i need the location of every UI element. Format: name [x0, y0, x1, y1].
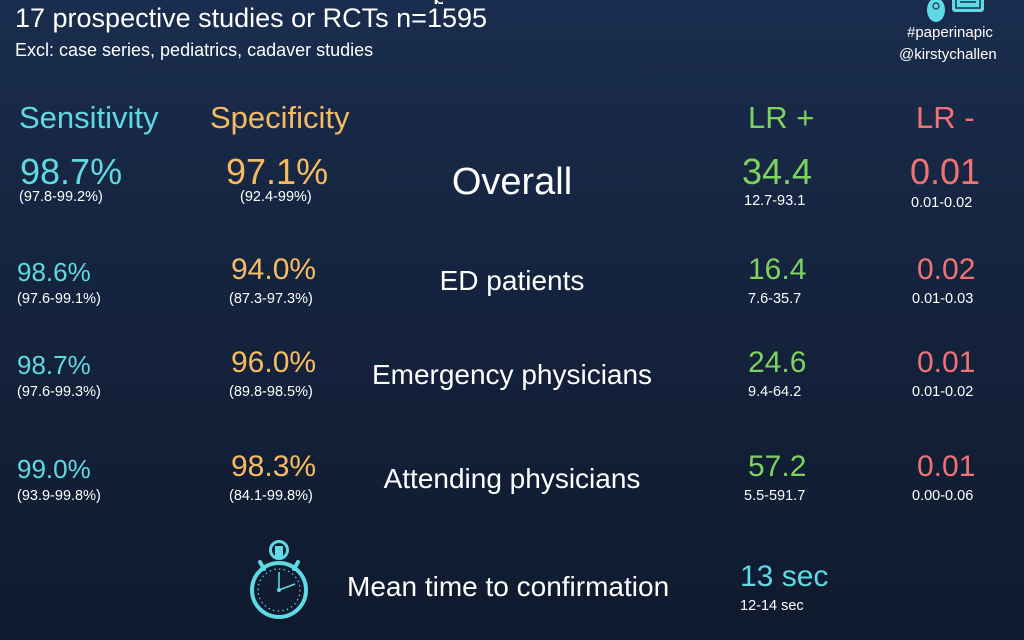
lr-negative-header: LR -	[916, 100, 975, 135]
mean-time-range: 12-14 sec	[740, 598, 804, 614]
ed-patients-specificity-ci: (87.3-97.3%)	[229, 291, 313, 307]
overall-lr-positive-ci: 12.7-93.1	[744, 193, 806, 209]
ed-patients-lr-positive: 16.4	[748, 253, 807, 286]
attending-physicians-lr-negative: 0.01	[917, 450, 976, 483]
study-summary-title: 17 prospective studies or RCTs n=1595	[15, 3, 488, 33]
exclusion-criteria: Excl: case series, pediatrics, cadaver s…	[15, 40, 374, 60]
emergency-physicians-row-label: Emergency physicians	[371, 359, 653, 390]
ed-patients-lr-negative-ci: 0.01-0.03	[912, 291, 974, 307]
overall-sensitivity-ci: (97.8-99.2%)	[19, 189, 103, 205]
emergency-physicians-lr-positive-ci: 9.4-64.2	[748, 384, 802, 400]
ed-patients-lr-positive-ci: 7.6-35.7	[748, 291, 802, 307]
overall-specificity: 97.1%	[226, 151, 329, 192]
attending-physicians-lr-positive-ci: 5.5-591.7	[744, 488, 806, 504]
overall-row-label: Overall	[451, 161, 573, 203]
ed-patients-sensitivity: 98.6%	[17, 257, 91, 287]
attending-physicians-lr-positive: 57.2	[748, 450, 807, 483]
emergency-physicians-lr-negative: 0.01	[917, 346, 976, 379]
attending-physicians-specificity: 98.3%	[231, 450, 317, 483]
emergency-physicians-lr-negative-ci: 0.01-0.02	[912, 384, 974, 400]
ed-patients-sensitivity-ci: (97.6-99.1%)	[17, 291, 101, 307]
overall-lr-negative: 0.01	[910, 151, 981, 192]
lr-positive-header: LR +	[748, 100, 815, 135]
author-handle: @kirstychallen	[899, 46, 997, 63]
hashtag-text: #paperinapic	[907, 24, 993, 41]
stopwatch-icon	[250, 540, 308, 619]
overall-lr-negative-ci: 0.01-0.02	[911, 195, 973, 211]
clipped-heading-fragment: p	[433, 0, 443, 4]
mean-time-value: 13 sec	[740, 560, 829, 593]
overall-specificity-ci: (92.4-99%)	[240, 189, 312, 205]
attending-physicians-row-label: Attending physicians	[383, 463, 641, 494]
emergency-physicians-sensitivity-ci: (97.6-99.3%)	[17, 384, 101, 400]
ed-patients-lr-negative: 0.02	[917, 253, 976, 286]
ed-patients-row-label: ED patients	[439, 265, 585, 296]
emergency-physicians-sensitivity: 98.7%	[17, 350, 91, 380]
attending-physicians-specificity-ci: (84.1-99.8%)	[229, 488, 313, 504]
ed-patients-specificity: 94.0%	[231, 253, 317, 286]
mean-time-label: Mean time to confirmation	[347, 571, 670, 602]
attending-physicians-lr-negative-ci: 0.00-0.06	[912, 488, 974, 504]
overall-sensitivity: 98.7%	[20, 151, 123, 192]
emergency-physicians-specificity-ci: (89.8-98.5%)	[229, 384, 313, 400]
specificity-header: Specificity	[210, 100, 350, 135]
paper-in-a-pic-logo-icon	[927, 0, 984, 22]
emergency-physicians-lr-positive: 24.6	[748, 346, 807, 379]
attending-physicians-sensitivity: 99.0%	[17, 454, 91, 484]
attending-physicians-sensitivity-ci: (93.9-99.8%)	[17, 488, 101, 504]
emergency-physicians-specificity: 96.0%	[231, 346, 317, 379]
sensitivity-header: Sensitivity	[19, 100, 159, 135]
overall-lr-positive: 34.4	[742, 151, 813, 192]
